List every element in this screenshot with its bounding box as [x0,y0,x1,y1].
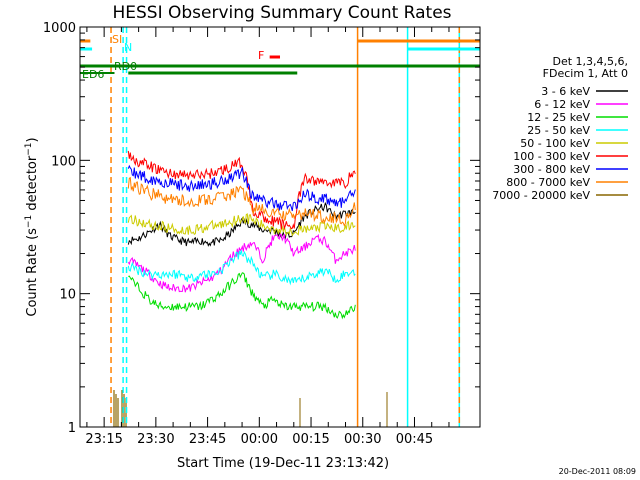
y-tick-label: 100 [51,154,76,169]
series-line [128,272,356,320]
flag-label: ED6 [82,68,104,81]
x-tick-label: 00:00 [241,432,278,447]
legend-label: 7000 - 20000 keV [492,189,590,202]
x-tick-label: 23:45 [189,432,226,447]
legend-label: 50 - 100 keV [520,137,590,150]
y-axis-ticks: 1 10 100 1000 [43,21,480,436]
flag-label: N [124,41,132,54]
chart-title: HESSI Observing Summary Count Rates [112,3,451,23]
x-tick-label: 23:15 [85,432,122,447]
series-line [127,213,356,237]
y-tick-label: 1 [68,421,76,436]
legend-label: 800 - 7000 keV [506,176,590,189]
legend-label: 12 - 25 keV [527,111,590,124]
flag-label: F [258,49,264,62]
x-tick-label: 00:30 [344,432,381,447]
x-axis-label: Start Time (19-Dec-11 23:13:42) [177,456,389,471]
legend-label: 3 - 6 keV [541,85,590,98]
series-line [127,176,356,227]
series-line [127,150,356,231]
y-tick-label: 1000 [43,21,76,36]
vertical-markers [110,27,461,427]
y-tick-label: 10 [59,288,76,303]
legend-label: 25 - 50 keV [527,124,590,137]
x-tick-label: 00:45 [396,432,433,447]
legend-header-line-2: FDecim 1, Att 0 [543,67,628,80]
legend-header-line-1: Det 1,3,4,5,6, [552,55,628,68]
data-traces [113,150,388,427]
flag-label: RD0 [114,60,137,73]
flag-bars: SIN RD0 ED6 F [80,33,480,81]
x-tick-label: 00:15 [292,432,329,447]
flag-label: SI [112,33,122,46]
x-axis-ticks: 23:15 23:30 23:45 00:00 00:15 00:30 00:45 [85,27,450,447]
series-line [127,250,356,286]
legend-label: 100 - 300 keV [513,150,590,163]
x-tick-label: 23:30 [137,432,174,447]
footer-timestamp: 20-Dec-2011 08:09 [559,467,636,476]
series-line [127,231,356,293]
series-line [127,164,356,212]
legend-label: 300 - 800 keV [513,163,590,176]
legend: Det 1,3,4,5,6, FDecim 1, Att 0 3 - 6 keV… [492,55,628,202]
legend-label: 6 - 12 keV [534,98,590,111]
plot-frame [79,26,481,428]
y-axis-label: Count Rate (s−1 detector−1) [24,137,40,316]
